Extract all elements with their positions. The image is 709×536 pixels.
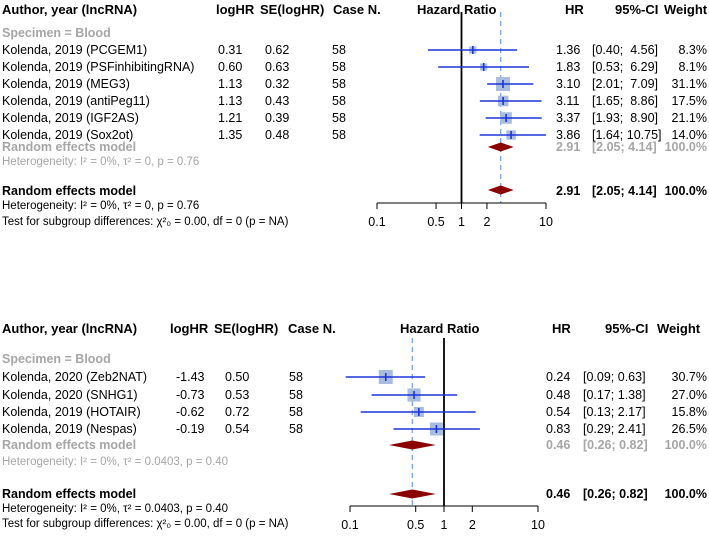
x-tick-label: 0.5 [407, 518, 424, 532]
x-tick-label: 10 [531, 518, 545, 532]
overall-pooled-diamond [389, 490, 436, 499]
forest-plot-2: 0.1 0.5 1 2 10 [0, 0, 709, 536]
x-tick-label: 0.1 [341, 518, 358, 532]
x-tick-label: 1 [441, 518, 448, 532]
subgroup-pooled-diamond [389, 441, 436, 450]
x-tick-label: 2 [469, 518, 476, 532]
